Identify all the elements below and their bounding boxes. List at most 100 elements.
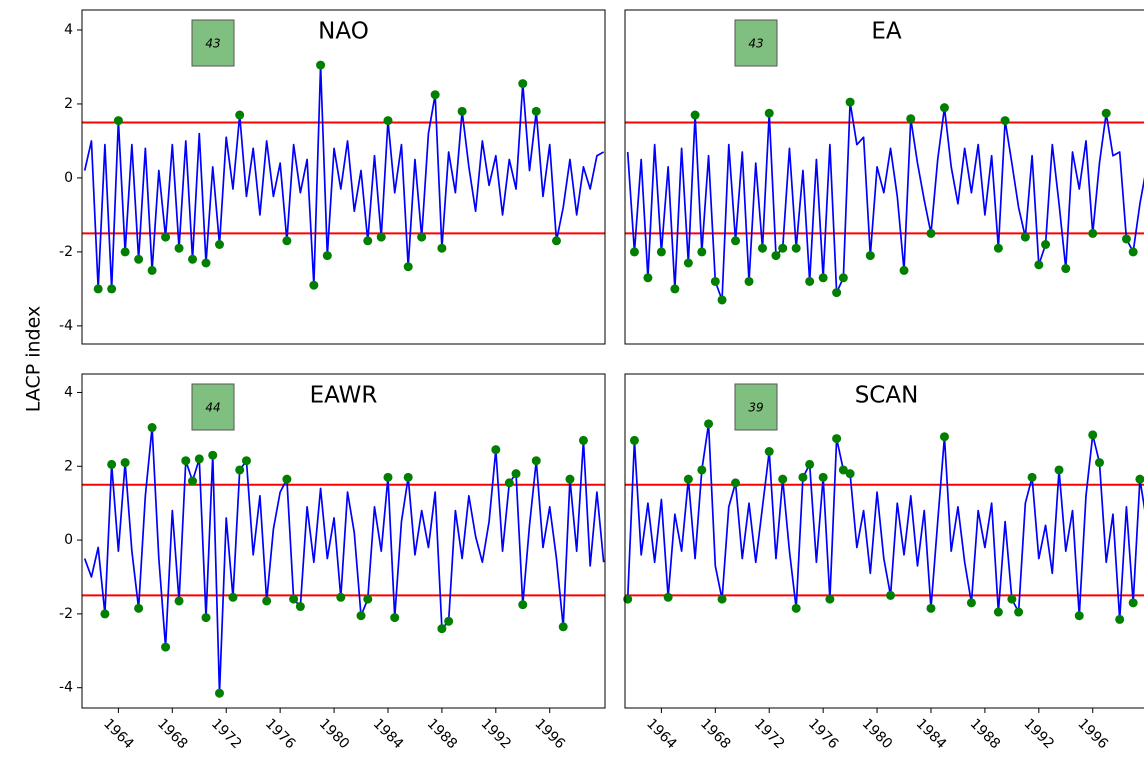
exceedance-marker: [174, 596, 184, 606]
exceedance-marker: [491, 445, 501, 455]
exceedance-marker: [322, 251, 332, 261]
exceedance-marker: [518, 79, 528, 89]
exceedance-marker: [241, 456, 251, 466]
exceedance-marker: [228, 592, 238, 602]
exceedance-marker: [764, 447, 774, 457]
exceedance-marker: [113, 116, 123, 126]
exceedance-marker: [778, 474, 788, 484]
count-label: 43: [205, 37, 220, 51]
y-axis-label: LACP index: [23, 306, 45, 412]
exceedance-marker: [697, 247, 707, 257]
exceedance-marker: [764, 108, 774, 118]
exceedance-marker: [188, 476, 198, 486]
exceedance-marker: [107, 284, 117, 294]
exceedance-marker: [643, 273, 653, 283]
exceedance-marker: [1041, 240, 1051, 250]
exceedance-marker: [1088, 228, 1098, 238]
exceedance-marker: [444, 616, 454, 626]
exceedance-marker: [683, 474, 693, 484]
exceedance-marker: [1007, 594, 1017, 604]
exceedance-marker: [629, 247, 639, 257]
x-tick-label: 1980: [316, 716, 353, 753]
exceedance-marker: [1027, 472, 1037, 482]
exceedance-marker: [1020, 232, 1030, 242]
exceedance-marker: [1000, 116, 1010, 126]
exceedance-marker: [289, 594, 299, 604]
exceedance-marker: [363, 236, 373, 246]
exceedance-marker: [437, 243, 447, 253]
exceedance-marker: [437, 624, 447, 634]
exceedance-marker: [376, 232, 386, 242]
x-tick-label: 1992: [478, 716, 515, 753]
x-tick-label: 1976: [262, 716, 299, 753]
exceedance-marker: [1135, 474, 1144, 484]
exceedance-marker: [845, 97, 855, 107]
exceedance-marker: [825, 594, 835, 604]
exceedance-marker: [282, 236, 292, 246]
exceedance-marker: [336, 592, 346, 602]
exceedance-marker: [832, 434, 842, 444]
exceedance-marker: [403, 472, 413, 482]
count-box: [191, 19, 235, 67]
exceedance-marker: [403, 262, 413, 272]
exceedance-marker: [818, 472, 828, 482]
exceedance-marker: [886, 590, 896, 600]
exceedance-marker: [390, 613, 400, 623]
exceedance-marker: [731, 478, 741, 488]
exceedance-marker: [147, 265, 157, 275]
exceedance-marker: [865, 251, 875, 261]
y-tick-label: 0: [64, 170, 73, 186]
exceedance-marker: [134, 603, 144, 613]
exceedance-marker: [1061, 264, 1071, 274]
exceedance-marker: [1121, 234, 1131, 244]
exceedance-marker: [899, 265, 909, 275]
exceedance-marker: [838, 273, 848, 283]
exceedance-marker: [1128, 598, 1138, 608]
x-tick-label: 1972: [751, 716, 788, 753]
exceedance-marker: [670, 284, 680, 294]
panel-title: SCAN: [855, 383, 919, 409]
exceedance-marker: [798, 472, 808, 482]
exceedance-marker: [906, 114, 916, 124]
exceedance-marker: [1101, 108, 1111, 118]
exceedance-marker: [1115, 614, 1125, 624]
exceedance-marker: [551, 236, 561, 246]
exceedance-marker: [309, 280, 319, 290]
x-tick-label: 1972: [208, 716, 245, 753]
exceedance-marker: [174, 243, 184, 253]
x-tick-label: 1968: [697, 716, 734, 753]
exceedance-marker: [194, 454, 204, 464]
exceedance-marker: [805, 459, 815, 469]
exceedance-marker: [504, 478, 514, 488]
plot-frame: [624, 9, 1144, 345]
x-tick-label: 1964: [100, 716, 137, 753]
exceedance-marker: [518, 600, 528, 610]
exceedance-marker: [383, 472, 393, 482]
exceedance-marker: [578, 435, 588, 445]
x-tick-label: 1984: [913, 716, 950, 753]
exceedance-marker: [939, 432, 949, 442]
exceedance-marker: [100, 609, 110, 619]
exceedance-marker: [457, 106, 467, 116]
exceedance-marker: [744, 276, 754, 286]
exceedance-marker: [697, 465, 707, 475]
plot-frame: [81, 9, 606, 345]
exceedance-marker: [356, 611, 366, 621]
exceedance-marker: [710, 276, 720, 286]
count-box: [191, 383, 235, 431]
exceedance-marker: [832, 288, 842, 298]
exceedance-marker: [1054, 465, 1064, 475]
count-label: 43: [748, 37, 763, 51]
panel: 43 EA: [624, 9, 1144, 345]
count-label: 44: [205, 401, 220, 415]
exceedance-marker: [838, 465, 848, 475]
y-tick-label: 4: [64, 384, 73, 400]
x-tick-label: 1996: [1074, 716, 1111, 753]
series-line: [83, 64, 605, 290]
exceedance-marker: [417, 232, 427, 242]
exceedance-marker: [558, 622, 568, 632]
exceedance-marker: [683, 258, 693, 268]
exceedance-marker: [214, 240, 224, 250]
series-line: [83, 426, 605, 695]
